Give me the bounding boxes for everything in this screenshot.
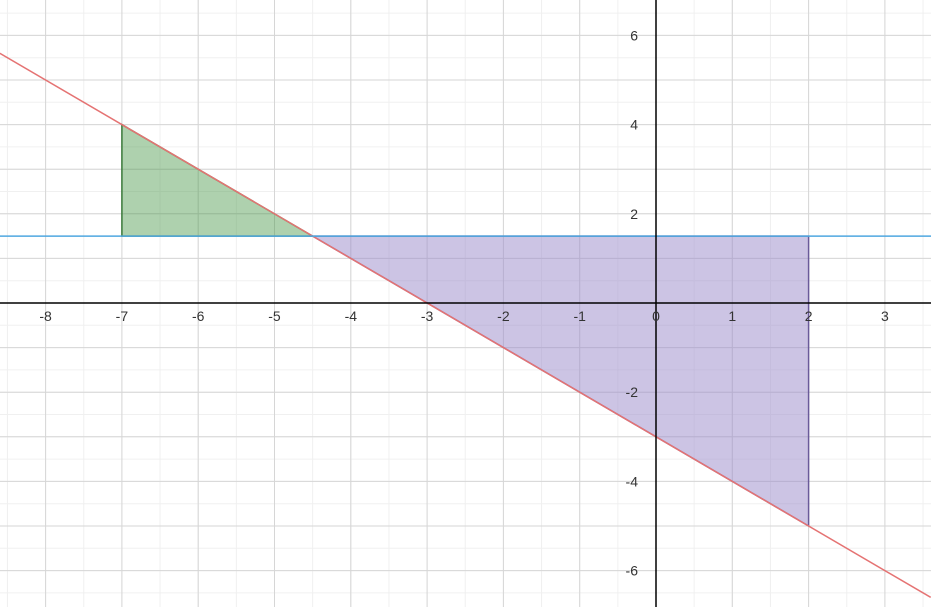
y-tick-label: -6: [626, 563, 639, 579]
x-tick-label: -5: [268, 308, 281, 324]
coordinate-plane: -8 -7 -6 -5 -4 -3 -2 -1 0 1 2 3 -6 -4 -2 2 4 6: [0, 0, 931, 607]
x-tick-label: 0: [652, 308, 660, 324]
x-tick-label: -8: [39, 308, 52, 324]
x-tick-label: -6: [192, 308, 205, 324]
x-tick-label: -7: [116, 308, 129, 324]
x-tick-label: -1: [573, 308, 586, 324]
y-tick-label: 4: [630, 117, 638, 133]
x-tick-label: -2: [497, 308, 510, 324]
x-tick-label: -4: [345, 308, 358, 324]
y-tick-label: 6: [630, 27, 638, 43]
x-tick-label: 1: [728, 308, 736, 324]
x-tick-label: 3: [881, 308, 889, 324]
y-tick-label: 2: [630, 206, 638, 222]
x-tick-label: -3: [421, 308, 434, 324]
y-tick-label: -4: [626, 473, 639, 489]
y-tick-label: -2: [626, 384, 639, 400]
x-tick-label: 2: [805, 308, 813, 324]
